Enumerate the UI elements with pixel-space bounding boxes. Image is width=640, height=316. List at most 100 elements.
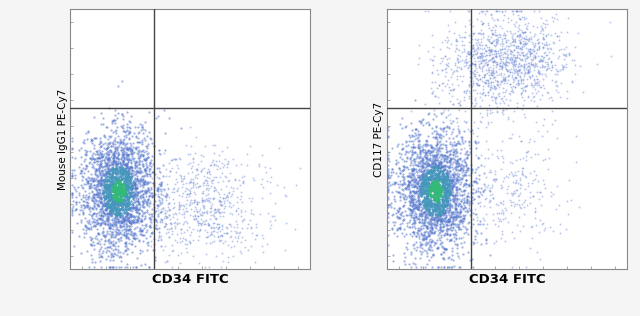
Point (101, 202, 111, 207)
Point (217, 222, 227, 228)
Point (543, 56, 554, 61)
Point (487, 55, 497, 60)
Point (418, 184, 428, 189)
Point (518, 30, 528, 35)
Point (404, 191, 415, 196)
Point (116, 171, 126, 176)
Point (115, 186, 125, 191)
Point (95, 164, 105, 169)
Point (93, 181, 103, 186)
Point (233, 211, 243, 216)
Point (121, 161, 131, 167)
Point (445, 214, 456, 219)
Point (156, 206, 166, 211)
Point (496, 73, 506, 78)
Point (113, 195, 123, 200)
Point (208, 196, 218, 201)
Point (517, 41, 527, 46)
Point (418, 177, 428, 182)
Point (100, 202, 111, 207)
Point (532, 81, 543, 86)
Point (404, 206, 415, 211)
Point (80, 167, 90, 172)
Point (127, 184, 138, 189)
Point (116, 164, 127, 169)
Point (106, 181, 116, 186)
Point (112, 199, 122, 204)
Point (194, 209, 204, 214)
Point (152, 186, 162, 191)
Point (438, 173, 448, 178)
Point (458, 212, 468, 217)
Point (551, 67, 561, 72)
Point (433, 198, 443, 204)
Point (431, 157, 442, 162)
Point (458, 206, 468, 211)
Point (456, 209, 467, 214)
Point (86, 260, 97, 265)
Point (88, 204, 99, 209)
Point (184, 125, 195, 130)
Point (444, 174, 454, 179)
Point (205, 162, 216, 167)
Point (423, 210, 433, 215)
Point (431, 191, 441, 196)
Point (450, 180, 460, 185)
Point (513, 78, 523, 83)
Point (471, 179, 481, 184)
Point (424, 175, 434, 180)
Point (83, 226, 93, 231)
Point (541, 33, 551, 38)
Point (417, 217, 428, 222)
Point (440, 216, 450, 221)
Point (418, 172, 428, 177)
Point (209, 187, 219, 192)
Point (430, 188, 440, 193)
Point (459, 34, 469, 39)
Point (149, 180, 159, 185)
Point (450, 157, 460, 162)
Point (145, 192, 156, 198)
Point (464, 83, 474, 88)
Point (262, 241, 272, 246)
Point (122, 198, 132, 203)
Point (102, 149, 112, 155)
Point (79, 156, 90, 161)
Point (417, 172, 428, 177)
Point (109, 196, 120, 201)
Point (424, 174, 434, 179)
Point (103, 213, 113, 218)
Point (122, 199, 132, 204)
Point (450, 213, 460, 218)
Point (160, 213, 170, 218)
Point (127, 148, 138, 153)
Point (422, 201, 433, 206)
Point (106, 175, 116, 180)
Point (488, 66, 498, 71)
Point (439, 217, 449, 222)
Point (440, 202, 450, 207)
Point (122, 156, 132, 161)
Point (435, 233, 445, 238)
Point (87, 140, 97, 145)
Point (129, 181, 140, 186)
Point (106, 197, 116, 202)
Point (516, 46, 527, 52)
Point (436, 186, 446, 191)
Point (149, 225, 159, 230)
Point (539, 85, 549, 90)
Point (108, 167, 118, 172)
Point (116, 199, 126, 204)
Point (424, 233, 434, 238)
Point (115, 202, 125, 207)
Point (490, 60, 500, 65)
Point (427, 80, 437, 85)
Point (420, 217, 430, 222)
Point (417, 183, 428, 188)
Point (443, 208, 453, 213)
Point (108, 239, 118, 244)
Point (458, 168, 468, 173)
Point (117, 141, 127, 146)
Point (153, 113, 163, 118)
Point (433, 182, 444, 187)
